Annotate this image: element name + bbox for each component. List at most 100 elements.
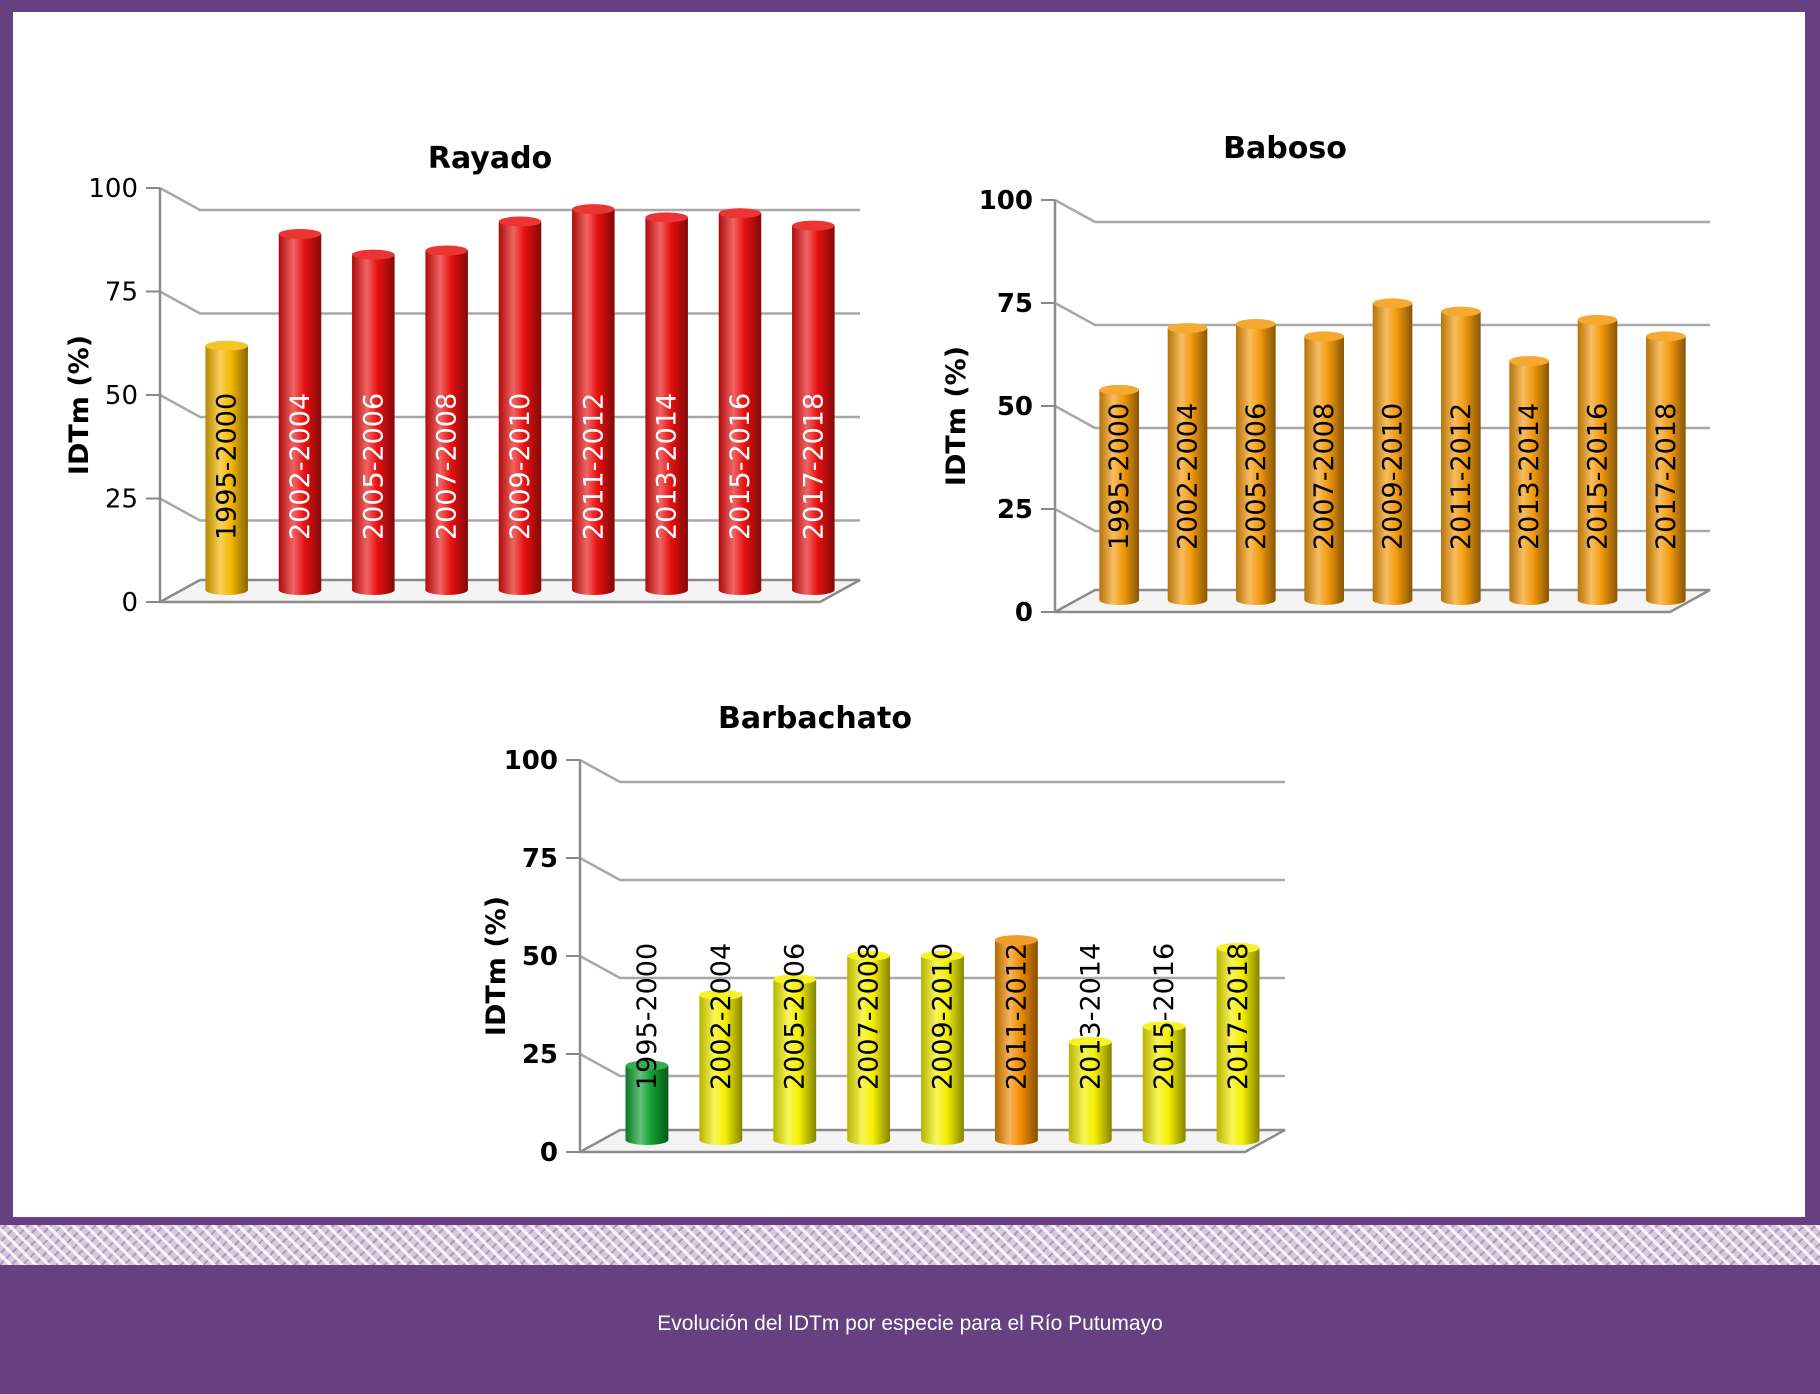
y-tick-label: 50 [997, 392, 1033, 422]
bar-top [1646, 331, 1686, 342]
bar-top [1441, 306, 1481, 317]
bar-category-label: 2015-2016 [1583, 403, 1614, 550]
bar-top [847, 950, 891, 961]
bar-category-label: 1995-2000 [1104, 403, 1135, 550]
y-tick-label: 25 [105, 485, 138, 515]
bar-top [792, 220, 835, 231]
bar-category-label: 2007-2008 [854, 943, 885, 1090]
bar [1216, 947, 1260, 1145]
bar [847, 955, 891, 1145]
bar [498, 221, 542, 596]
bar-top [1577, 314, 1618, 325]
y-axis-label: IDTm (%) [481, 896, 512, 1036]
y-tick-label: 25 [522, 1040, 558, 1070]
bar [1577, 319, 1618, 605]
bar [1304, 336, 1344, 605]
y-tick-label: 75 [105, 278, 138, 308]
y-tick-label: 50 [522, 942, 558, 972]
bar-top [1304, 331, 1344, 342]
y-axis-label: IDTm (%) [64, 335, 95, 475]
gridline [1054, 507, 1710, 533]
bar-top [645, 212, 688, 223]
decorative-pattern-band [0, 1225, 1820, 1265]
y-tick-label: 75 [522, 844, 558, 874]
bar-top [1099, 384, 1139, 395]
bar [921, 955, 964, 1145]
bar [1372, 303, 1413, 605]
chart-barbachato: 0 25 50 75 100 1995-2000 2002-2004 2005-2006 200… [481, 701, 1286, 1168]
bar [1509, 361, 1549, 605]
bar-category-label: 2009-2010 [1378, 403, 1409, 550]
y-tick-label: 50 [105, 381, 138, 411]
bar [718, 213, 762, 595]
y-tick-label: 0 [540, 1138, 558, 1168]
bar-category-label: 2005-2006 [780, 943, 811, 1090]
bar-top [1236, 318, 1276, 329]
gridline [579, 758, 1285, 784]
bar-category-label: 1995-2000 [632, 943, 663, 1090]
gridline [159, 290, 860, 315]
y-tick-label: 25 [997, 495, 1033, 525]
gridline [1054, 301, 1710, 327]
bar-top [205, 340, 248, 351]
bar-top [1216, 942, 1260, 953]
bar [425, 250, 468, 595]
bar-top [425, 245, 468, 256]
y-tick-label: 100 [504, 746, 558, 776]
bar-top [498, 216, 542, 227]
bar [1167, 328, 1208, 605]
slide-caption: Evolución del IDTm por especie para el R… [657, 1312, 1163, 1335]
bar [1236, 323, 1276, 605]
bar [1646, 336, 1686, 605]
bar-category-label: 2013-2014 [652, 393, 683, 540]
bar [572, 209, 615, 595]
bar-top [352, 249, 395, 260]
bar-category-label: 2017-2018 [798, 393, 829, 540]
bar-top [699, 989, 743, 1000]
bar [773, 979, 817, 1145]
bar-category-label: 2002-2004 [706, 943, 737, 1090]
chart-baboso: 0 25 50 75 100 1995-2000 2002-2004 2005-2006 200… [941, 131, 1711, 628]
gridline [159, 497, 860, 522]
bar [1068, 1042, 1112, 1145]
bar [205, 345, 248, 595]
bar-category-label: 2007-2008 [1309, 403, 1340, 550]
bar-charts: 0 25 50 75 100 1995-2000 2002-2004 2005-2006 200… [64, 131, 1711, 1168]
bar-top [278, 228, 322, 239]
bar-category-label: 2009-2010 [928, 943, 959, 1090]
bar-category-label: 2011-2012 [578, 393, 609, 540]
y-axis-label: IDTm (%) [941, 346, 972, 486]
bar-top [921, 950, 964, 961]
bar-category-label: 2015-2016 [1149, 943, 1180, 1090]
gridline [1054, 404, 1710, 430]
bar [625, 1065, 669, 1145]
bar-category-label: 2011-2012 [1446, 403, 1477, 550]
y-tick-label: 0 [121, 588, 138, 618]
chart-panel [13, 12, 1805, 1217]
bar-category-label: 2007-2008 [432, 393, 463, 540]
chart-title: Barbachato [718, 701, 912, 736]
gridline [579, 1052, 1285, 1078]
y-tick-label: 75 [997, 289, 1033, 319]
bar-category-label: 2017-2018 [1223, 943, 1254, 1090]
chart-title: Baboso [1223, 131, 1347, 166]
footer-bar [0, 1265, 1820, 1394]
bar [352, 254, 395, 595]
gridline [159, 393, 860, 419]
y-tick-label: 100 [979, 186, 1033, 216]
bar-category-label: 2017-2018 [1651, 403, 1682, 550]
bar-top [1142, 1021, 1186, 1032]
bar-top [1509, 356, 1549, 367]
gridline [579, 856, 1285, 882]
bar [1142, 1026, 1186, 1145]
bar-category-label: 1995-2000 [212, 393, 243, 540]
bar-category-label: 2015-2016 [725, 393, 756, 540]
bar [278, 233, 322, 595]
bar-category-label: 2005-2006 [358, 393, 389, 540]
y-tick-label: 0 [1015, 598, 1033, 628]
bar-top [1167, 323, 1208, 334]
bar-category-label: 2002-2004 [285, 393, 316, 540]
bar-category-label: 2013-2014 [1075, 943, 1106, 1090]
bar-category-label: 2011-2012 [1001, 943, 1032, 1090]
chart-rayado: 0 25 50 75 100 1995-2000 2002-2004 2005-2006 200… [64, 141, 861, 618]
